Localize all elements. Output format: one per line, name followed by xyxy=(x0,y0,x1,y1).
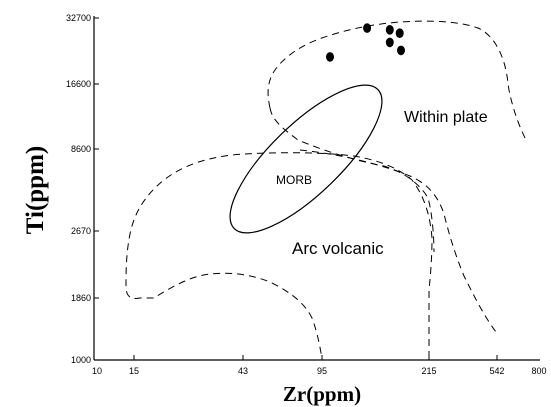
data-point-5 xyxy=(395,28,404,38)
data-points xyxy=(326,23,405,62)
x-axis-title: Zr(ppm) xyxy=(283,382,361,406)
y-tick-label-1860: 1860 xyxy=(71,293,91,303)
x-tick-label-215: 215 xyxy=(421,366,436,376)
x-tick-label-43: 43 xyxy=(238,366,248,376)
within-plate-boundary-inner xyxy=(269,107,435,253)
y-tick-label-1000: 1000 xyxy=(71,355,91,365)
y-tick-label-32700: 32700 xyxy=(66,13,91,23)
morb-field xyxy=(229,84,383,234)
within-plate-label: Within plate xyxy=(404,109,488,126)
y-tick-label-8600: 8600 xyxy=(71,144,91,154)
y-tick-label-16600: 16600 xyxy=(66,79,91,89)
data-point-1 xyxy=(326,52,334,62)
data-point-6 xyxy=(397,45,405,56)
x-tick-label-800: 800 xyxy=(531,366,546,376)
x-tick-label-15: 15 xyxy=(129,366,139,376)
x-ticks: 10 15 43 95 215 542 800 xyxy=(92,355,547,376)
y-ticks: 32700 16600 8600 2670 1860 1000 xyxy=(66,13,99,365)
morb-label: MORB xyxy=(276,173,312,187)
x-tick-label-10: 10 xyxy=(92,366,102,376)
y-tick-label-2670: 2670 xyxy=(71,226,91,236)
arc-volcanic-boundary xyxy=(125,152,433,359)
data-point-2 xyxy=(363,23,372,33)
arc-volcanic-label: Arc volcanic xyxy=(292,239,384,258)
x-tick-label-95: 95 xyxy=(317,366,327,376)
data-point-3 xyxy=(385,25,394,35)
x-tick-label-542: 542 xyxy=(489,366,504,376)
y-axis-title: Ti(ppm) xyxy=(22,146,49,234)
data-point-4 xyxy=(385,37,394,48)
